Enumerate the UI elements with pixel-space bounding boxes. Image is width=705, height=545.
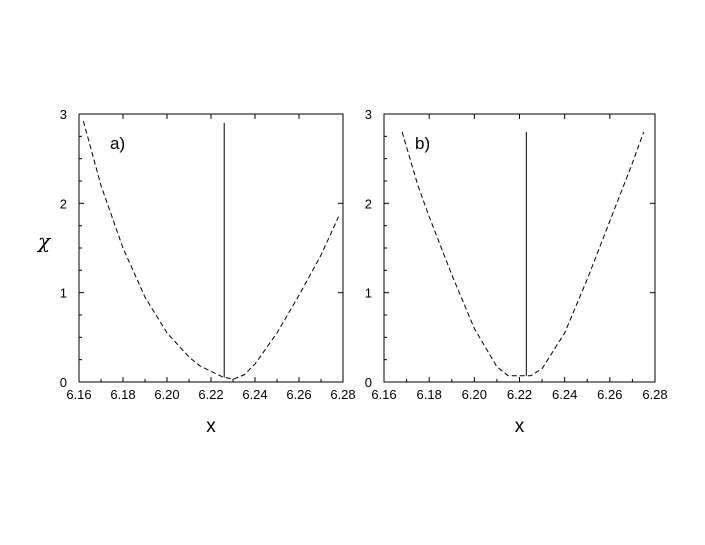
x-tick-label: 6.18 [417, 387, 442, 402]
x-tick-label: 6.26 [286, 387, 311, 402]
y-tick-label: 1 [365, 286, 372, 301]
x-tick-label: 6.20 [462, 387, 487, 402]
x-tick-label: 6.24 [552, 387, 577, 402]
panel-label: a) [110, 134, 125, 153]
y-tick-label: 3 [365, 107, 372, 122]
x-tick-label: 6.22 [198, 387, 223, 402]
x-tick-label: 6.28 [642, 387, 667, 402]
x-tick-label: 6.26 [597, 387, 622, 402]
x-tick-label: 6.24 [242, 387, 267, 402]
y-tick-label: 0 [365, 375, 372, 390]
plot-frame [78, 113, 344, 383]
dashed-curve [401, 131, 645, 377]
x-tick-label: 6.18 [110, 387, 135, 402]
panel-b: 6.16 6.18 6.20 6.22 6.24 6.26 6.28 0 1 2 3 b) x [365, 107, 668, 437]
x-tick-label: 6.16 [66, 387, 91, 402]
y-tick-label: 1 [60, 286, 67, 301]
x-tick-label: 6.16 [371, 387, 396, 402]
y-axis-label: χ [36, 229, 52, 253]
dashed-curve [82, 120, 340, 380]
panel-a: 6.16 6.18 6.20 6.22 6.24 6.26 6.28 0 1 2 3 a) x χ [36, 107, 356, 437]
x-axis-label: x [515, 416, 525, 437]
x-tick-label: 6.22 [507, 387, 532, 402]
x-tick-label: 6.20 [154, 387, 179, 402]
y-tick-label: 2 [60, 196, 67, 211]
y-tick-label: 2 [365, 196, 372, 211]
x-axis-label: x [206, 416, 216, 437]
y-tick-label: 3 [60, 107, 67, 122]
panel-label: b) [415, 134, 430, 153]
x-tick-label: 6.28 [330, 387, 355, 402]
y-tick-label: 0 [60, 375, 67, 390]
plot-frame [383, 113, 656, 383]
